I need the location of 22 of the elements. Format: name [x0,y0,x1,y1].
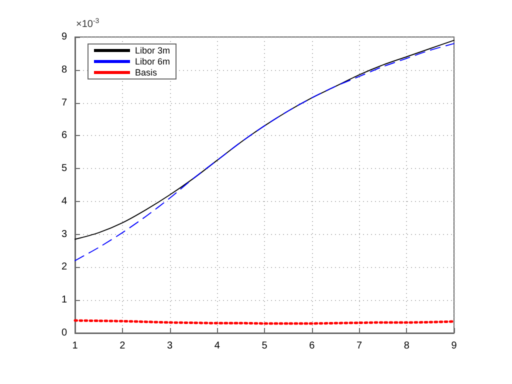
x-tick-label: 2 [120,340,126,352]
legend-label: Libor 6m [135,56,170,66]
x-tick-label: 3 [166,340,173,352]
x-tick-label: 4 [214,340,220,352]
y-tick-label: 3 [61,228,68,240]
legend-label: Libor 3m [135,46,170,56]
y-tick-label: 0 [61,328,68,338]
legend-label: Basis [135,68,158,78]
y-tick-label: 7 [61,97,68,108]
y-tick-label: 8 [61,64,68,76]
y-tick-label: 9 [61,32,68,42]
x-tick-label: 9 [451,340,458,352]
y-tick-label: 5 [61,163,68,174]
x-tick-label: 7 [356,340,362,352]
x-tick-label: 1 [72,340,78,352]
x-tick-label: 5 [262,340,268,352]
y-tick-label: 2 [61,262,68,273]
y-tick-label: 4 [61,196,68,207]
x-tick-label: 8 [404,340,410,352]
y-tick-label: 1 [61,294,68,306]
x-tick-label: 6 [309,340,316,352]
y-tick-label: 6 [61,130,68,142]
